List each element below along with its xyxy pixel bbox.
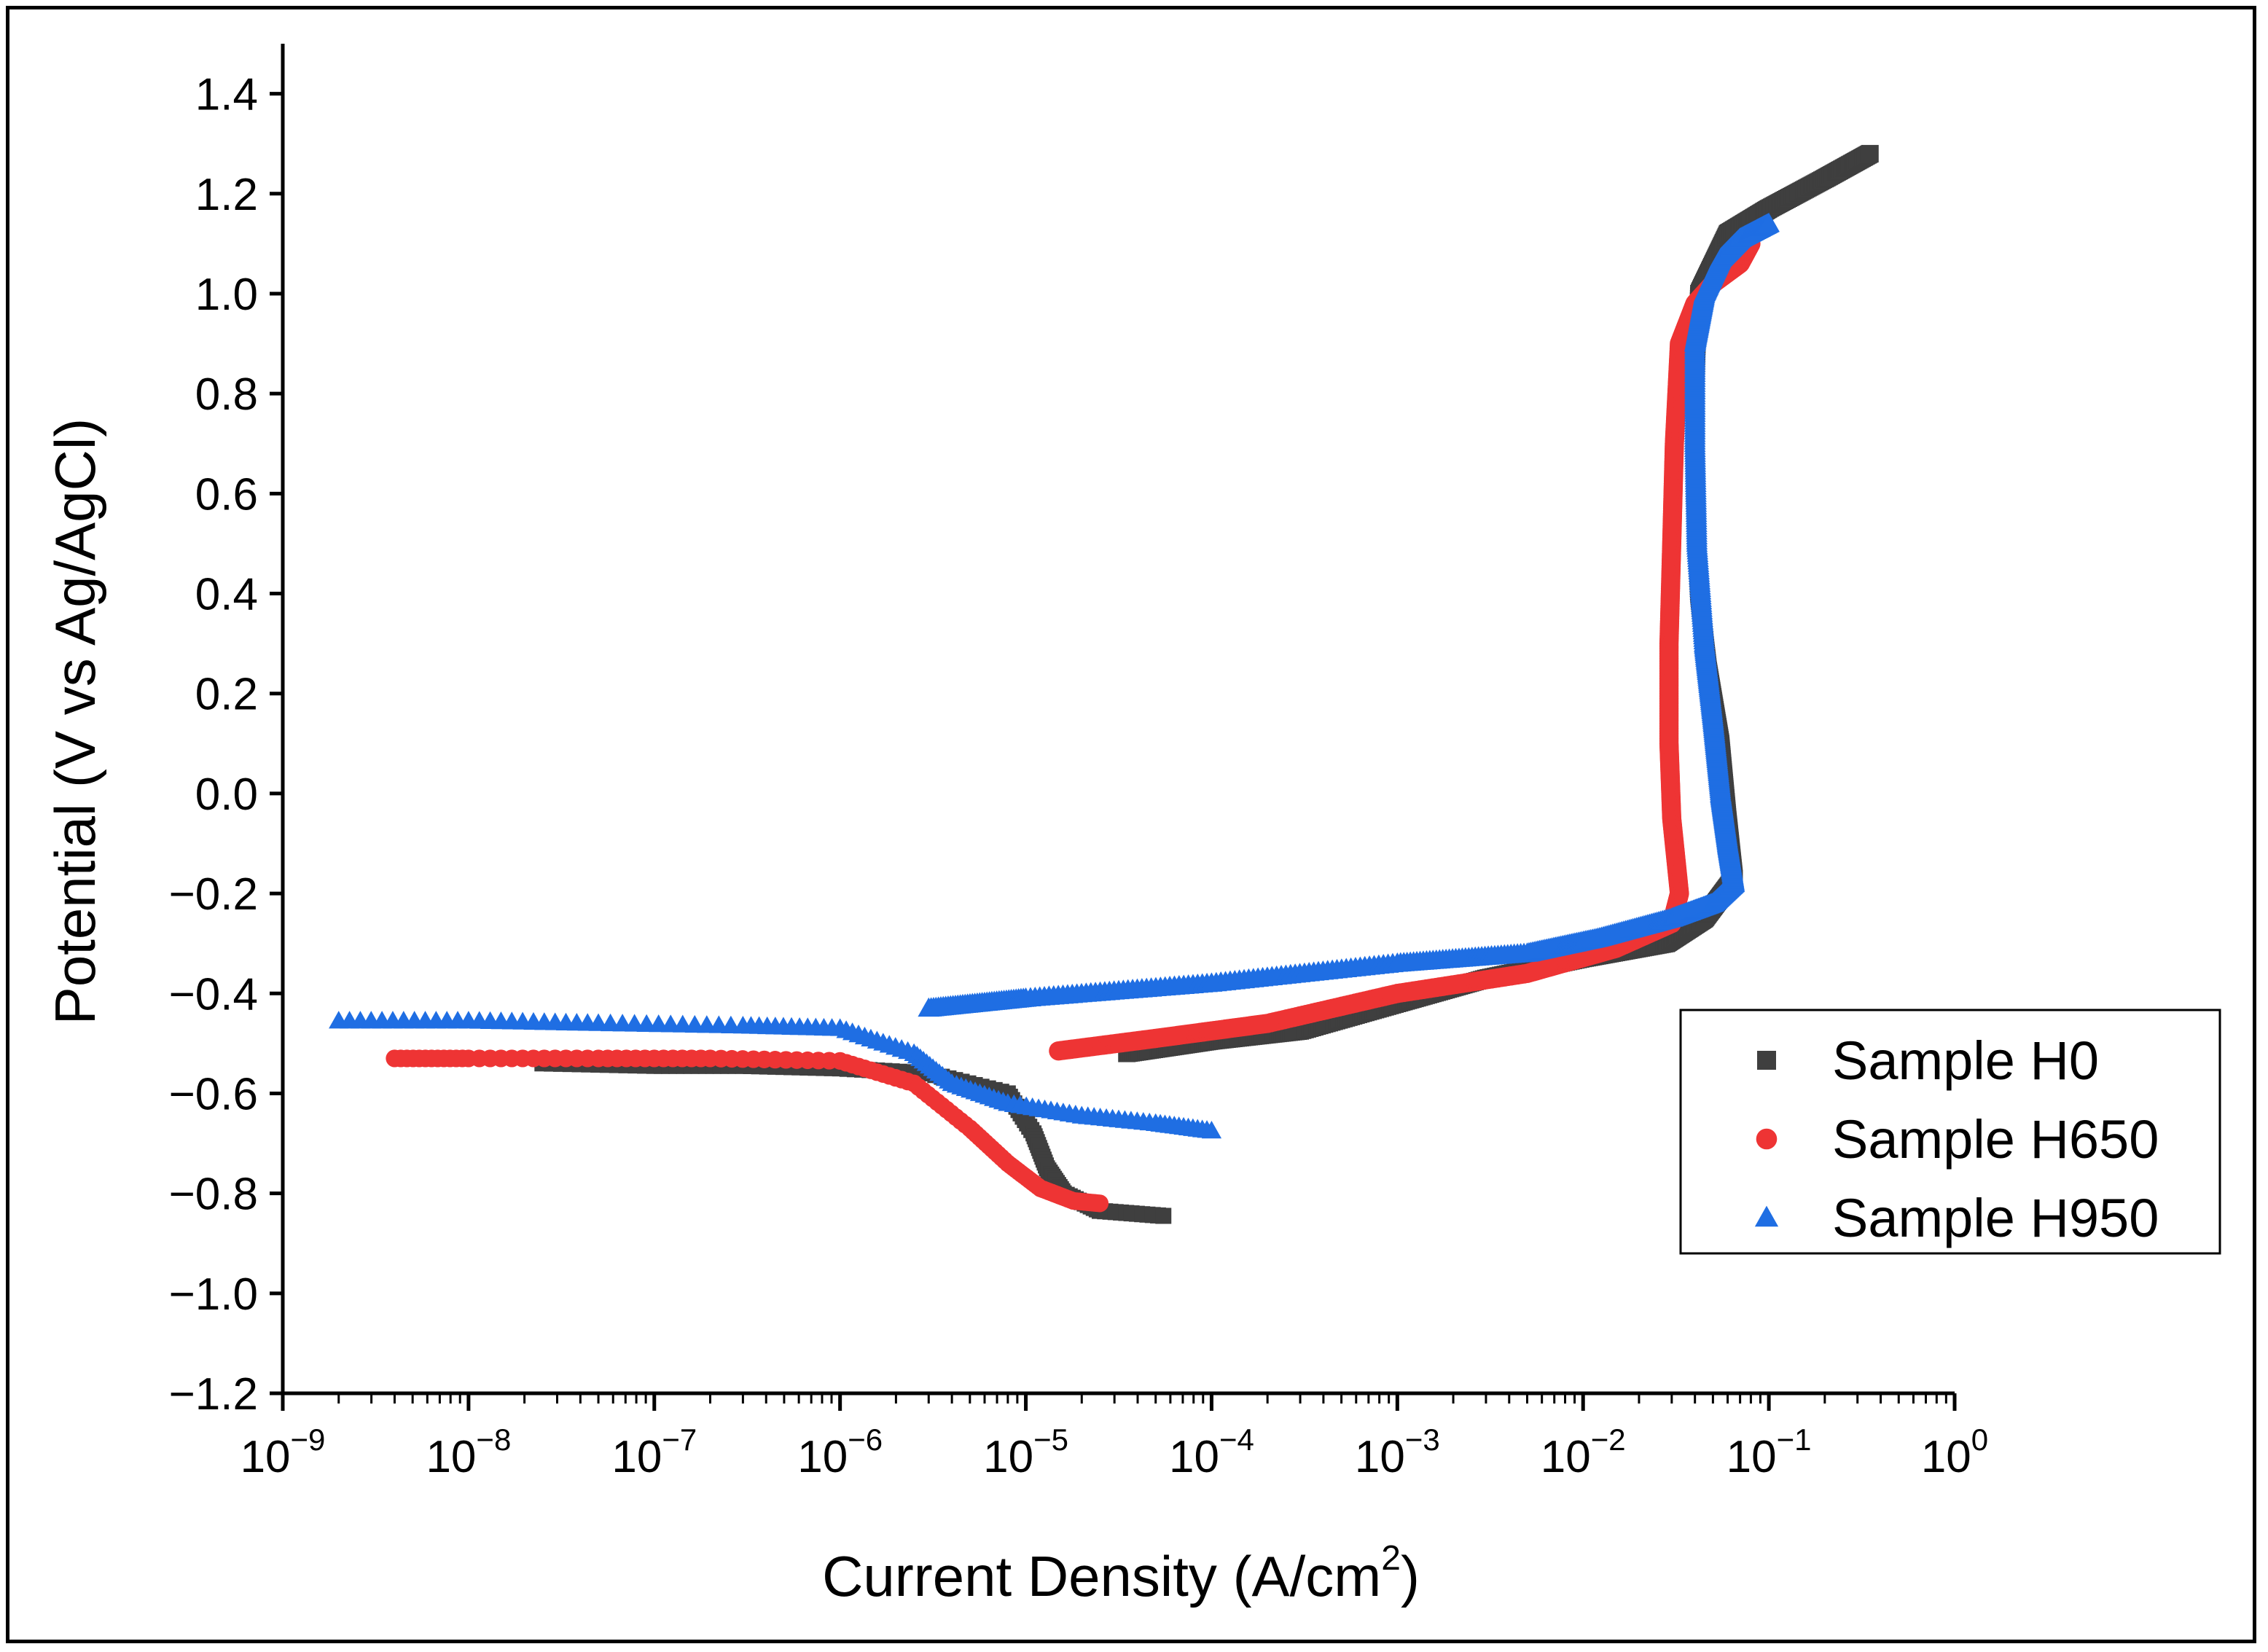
x-axis-title: Current Density (A/cm2) [822, 1539, 1420, 1608]
x-tick-label: 10−7 [611, 1422, 697, 1482]
series-sample-h950 [329, 212, 1780, 1139]
legend: Sample H0 Sample H650 Sample H950 [1679, 1009, 2221, 1255]
x-tick-label: 100 [1921, 1422, 1988, 1482]
h0-point [1861, 144, 1879, 163]
legend-label: Sample H950 [1832, 1188, 2159, 1248]
y-tick-label: 0.0 [195, 770, 258, 820]
y-tick-label: 1.4 [195, 70, 258, 120]
h650-point [1756, 1128, 1778, 1150]
x-tick-label: 10−2 [1541, 1422, 1626, 1482]
y-tick-label: 1.0 [195, 270, 258, 320]
legend-label: Sample H650 [1832, 1109, 2159, 1170]
y-tick-label: 0.2 [195, 670, 258, 720]
x-tick-label: 10−5 [983, 1422, 1068, 1482]
y-tick-label: −1.0 [169, 1269, 258, 1320]
axes [270, 44, 1957, 1411]
h950-point [1754, 1205, 1779, 1227]
y-axis-title: Potential (V vs Ag/AgCl) [43, 418, 107, 1025]
x-tick-label: 10−9 [241, 1422, 326, 1482]
y-tick-label: 0.8 [195, 369, 258, 420]
h950-point [1758, 212, 1780, 232]
y-tick-label: −0.6 [169, 1069, 258, 1119]
y-tick-label: 0.4 [195, 570, 258, 620]
h0-point [1155, 1207, 1172, 1224]
h0-point [1757, 1051, 1776, 1070]
data-layer [329, 144, 1879, 1224]
y-tick-label: 0.6 [195, 469, 258, 520]
x-tick-label: 10−4 [1169, 1422, 1254, 1482]
x-tick-label: 10−6 [797, 1422, 883, 1482]
legend-label: Sample H0 [1832, 1030, 2099, 1091]
y-tick-label: −0.8 [169, 1170, 258, 1220]
h650-point [1090, 1194, 1109, 1213]
series-sample-h650 [386, 234, 1761, 1213]
x-tick-label: 10−1 [1727, 1422, 1812, 1482]
y-tick-label: −0.4 [169, 969, 258, 1019]
figure-frame [6, 6, 2256, 1643]
y-tick-label: −0.2 [169, 869, 258, 920]
y-tick-label: −1.2 [169, 1369, 258, 1420]
h950-point [1201, 1121, 1222, 1139]
tick-labels: 1.4 1.2 1.0 0.8 0.6 0.4 0.2 0.0 −0.2 −0.4 −0.6 −0.8… [169, 70, 1989, 1482]
x-tick-label: 10−3 [1355, 1422, 1440, 1482]
y-tick-label: 1.2 [195, 170, 258, 220]
x-tick-label: 10−8 [426, 1422, 511, 1482]
